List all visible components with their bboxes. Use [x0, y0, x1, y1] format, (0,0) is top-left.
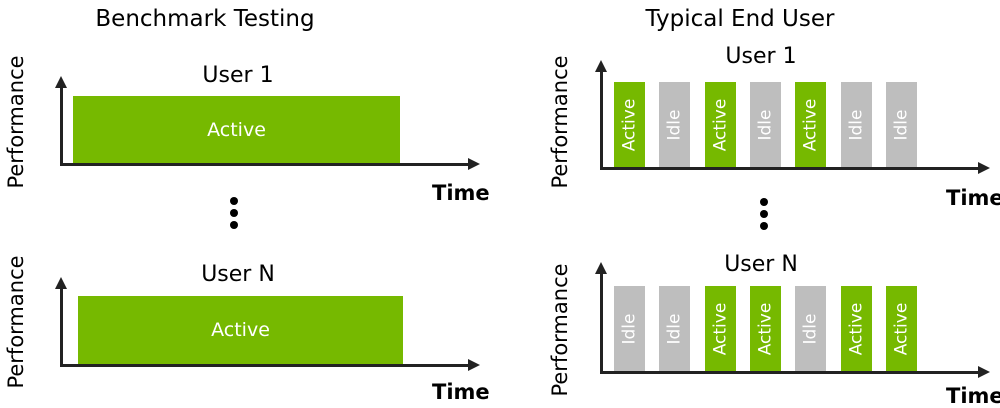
ellipsis-dot	[230, 221, 238, 229]
block-label: Active	[846, 302, 866, 355]
x-axis-label: Time	[432, 380, 490, 404]
y-axis-arrow-icon	[55, 277, 67, 289]
block-label: Active	[710, 302, 731, 355]
block-label: Idle	[664, 109, 685, 140]
y-axis-line	[600, 272, 603, 374]
block-label: Active	[800, 98, 821, 151]
block-label: Active	[891, 302, 912, 355]
idle-block: Idle	[614, 286, 645, 371]
user-1-label: User 1	[725, 44, 797, 69]
idle-block: Idle	[885, 82, 917, 167]
user-1-label: User 1	[202, 63, 274, 88]
idle-block: Idle	[795, 286, 827, 371]
ellipsis-dot	[760, 198, 768, 206]
block-label: Idle	[619, 313, 640, 344]
active-block: Active	[840, 286, 872, 371]
y-axis-label: Performance	[548, 263, 572, 397]
block-label: Idle	[891, 109, 912, 140]
idle-block: Idle	[840, 82, 872, 167]
y-axis-label: Performance	[548, 55, 572, 189]
y-axis-line	[60, 86, 63, 166]
active-block: Active	[749, 286, 781, 371]
block-label: Active	[619, 98, 640, 151]
ellipsis-dot	[230, 197, 238, 205]
ellipsis-dot	[760, 210, 768, 218]
typical-end-user-heading: Typical End User	[645, 6, 835, 32]
y-axis-line	[60, 287, 63, 367]
y-axis-label: Performance	[4, 255, 28, 389]
user-n-label: User N	[201, 262, 275, 287]
x-axis-label: Time	[946, 384, 1000, 408]
y-axis-arrow-icon	[55, 76, 67, 88]
active-block: Active	[73, 96, 400, 163]
benchmark-testing-heading: Benchmark Testing	[95, 6, 315, 32]
block-label: Active	[755, 302, 776, 355]
x-axis-arrow-icon	[978, 162, 990, 174]
x-axis-line	[600, 167, 980, 170]
idle-block: Idle	[659, 82, 691, 167]
block-label: Idle	[755, 109, 776, 140]
block-label: Idle	[800, 313, 821, 344]
x-axis-line	[60, 364, 470, 367]
block-label: Idle	[846, 109, 866, 140]
block-label: Idle	[664, 313, 685, 344]
y-axis-arrow-icon	[595, 60, 607, 72]
ellipsis-dot	[230, 209, 238, 217]
ellipsis-dot	[760, 222, 768, 230]
x-axis-label: Time	[946, 186, 1000, 210]
user-n-label: User N	[724, 252, 798, 277]
x-axis-arrow-icon	[978, 366, 990, 378]
x-axis-line	[600, 371, 980, 374]
active-block: Active	[614, 82, 645, 167]
idle-block: Idle	[749, 82, 781, 167]
y-axis-arrow-icon	[595, 262, 607, 274]
x-axis-label: Time	[432, 181, 490, 205]
block-label: Active	[710, 98, 731, 151]
x-axis-line	[60, 163, 470, 166]
active-block: Active	[704, 82, 736, 167]
active-block: Active	[704, 286, 736, 371]
y-axis-line	[600, 70, 603, 170]
x-axis-arrow-icon	[468, 359, 480, 371]
active-block: Active	[885, 286, 917, 371]
y-axis-label: Performance	[4, 55, 28, 189]
idle-block: Idle	[659, 286, 691, 371]
active-block: Active	[78, 296, 403, 364]
active-block: Active	[795, 82, 827, 167]
x-axis-arrow-icon	[468, 158, 480, 170]
